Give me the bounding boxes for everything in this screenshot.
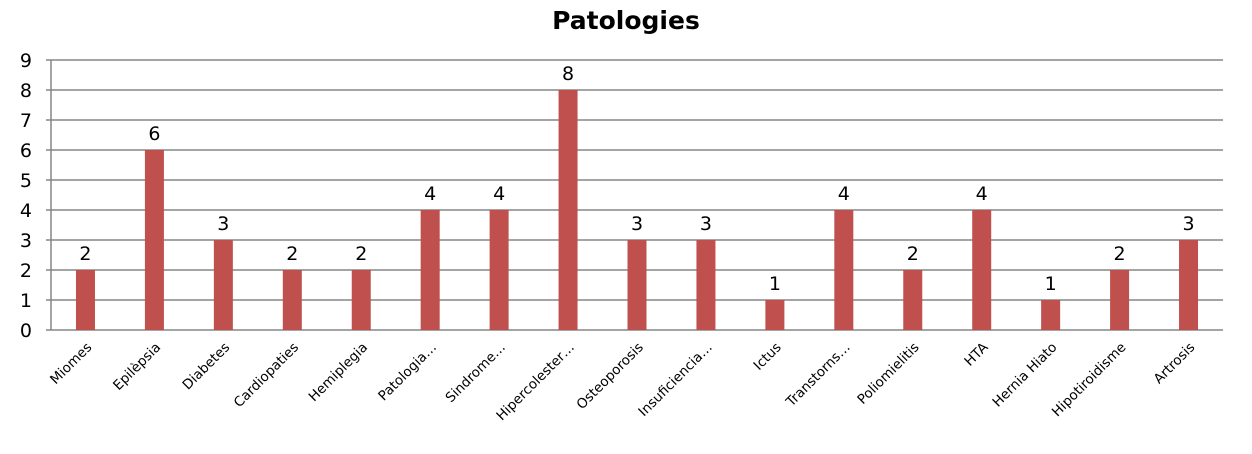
bar [972,210,992,330]
x-tick-label: Hemiplegia [306,340,371,405]
y-axis-ticks: 0 1 2 3 4 5 6 7 8 9 [20,50,32,342]
bar [903,270,923,330]
data-label: 3 [700,213,712,235]
y-tick-label: 4 [20,200,32,222]
data-label: 6 [148,123,160,145]
data-label: 3 [631,213,643,235]
y-tick-label: 8 [20,80,32,102]
data-label: 8 [562,63,574,85]
x-tick-label: Sindrome… [443,340,509,406]
bar [558,90,578,330]
x-tick-label: Miomes [47,340,95,388]
y-tick-label: 0 [20,320,32,342]
bar [696,240,716,330]
bar [351,270,371,330]
bar [144,150,164,330]
bar [834,210,854,330]
x-tick-label: Insuficiencia… [635,340,715,420]
x-tick-label: Cardiopaties [231,340,302,411]
data-label: 3 [217,213,229,235]
bar [282,270,302,330]
y-tick-label: 9 [20,50,32,72]
data-label: 3 [1182,213,1194,235]
y-tick-label: 1 [20,290,32,312]
data-label: 2 [79,243,91,265]
data-label: 4 [424,183,436,205]
data-label: 2 [286,243,298,265]
x-tick-label: Transtorns… [782,340,853,411]
x-tick-label: Diabetes [179,340,233,394]
chart-title: Patologies [552,6,700,35]
data-label: 4 [493,183,505,205]
x-tick-label: Artrosis [1151,340,1199,388]
x-tick-label: Hernia Hiato [989,340,1060,411]
data-label: 2 [355,243,367,265]
bar [420,210,440,330]
bar [213,240,233,330]
data-label: 1 [769,273,781,295]
x-tick-label: Hipotiroidisme [1049,340,1130,421]
data-label: 2 [1114,243,1126,265]
bar [627,240,647,330]
x-tick-label: Poliomielitis [854,340,922,408]
data-label: 4 [976,183,988,205]
y-tick-label: 5 [20,170,32,192]
bar [765,300,785,330]
bars [75,90,1199,330]
y-tick-label: 3 [20,230,32,252]
y-tick-label: 7 [20,110,32,132]
bar [1110,270,1130,330]
x-tick-label: HTA [961,339,992,370]
bar [489,210,509,330]
data-labels: 2 6 3 2 2 4 4 8 3 3 1 4 2 4 1 2 3 [79,63,1194,295]
bar [1041,300,1061,330]
x-tick-label: Osteoporosis [574,340,647,413]
bar [75,270,95,330]
y-tick-label: 6 [20,140,32,162]
data-label: 1 [1045,273,1057,295]
x-tick-label: Epilèpsia [110,340,164,394]
data-label: 4 [838,183,850,205]
data-label: 2 [907,243,919,265]
bar [1179,240,1199,330]
x-tick-label: Patologia… [375,340,440,405]
y-tick-label: 2 [20,260,32,282]
x-tick-label: Ictus [751,340,785,374]
